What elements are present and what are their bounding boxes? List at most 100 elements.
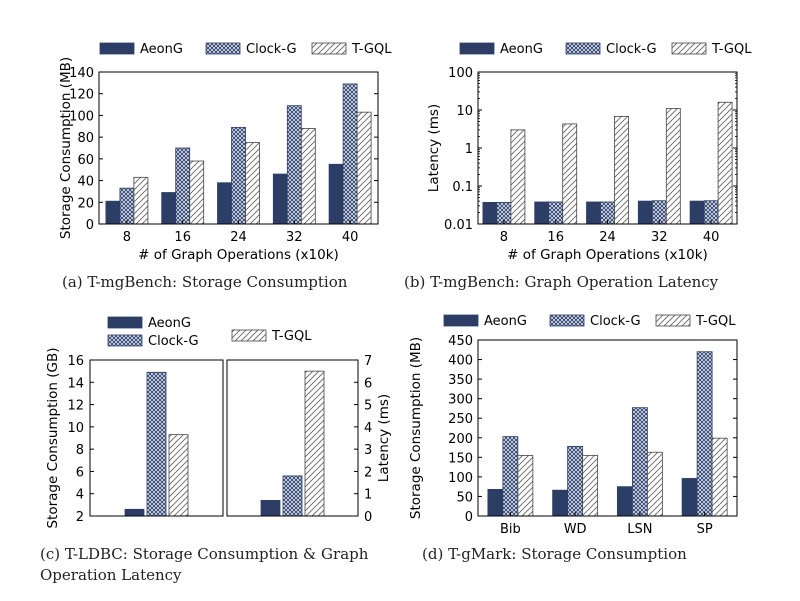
bar-clock-g-bib: [502, 436, 519, 517]
bar-t-gql-32: [300, 128, 316, 225]
y-tick-label-right: 5: [364, 399, 372, 414]
bar-aeong-lsn: [616, 486, 633, 517]
bar-t-gql-lsn: [646, 451, 663, 517]
bar-t-gql-8: [133, 176, 149, 225]
bar-aeong-40: [689, 200, 705, 225]
legend: AeonG Clock-G T-GQL: [99, 42, 392, 57]
legend-label-t-gql: T-GQL: [271, 329, 312, 344]
bar-storage-aeong: [124, 508, 145, 517]
y-tick-label-left: 12: [67, 399, 84, 414]
y-tick-label: 0: [465, 510, 473, 525]
y-tick-label: 60: [77, 153, 94, 168]
y-tick-label: 100: [69, 109, 94, 124]
y-tick-label: 250: [448, 412, 473, 427]
y-tick-label-right: 6: [364, 376, 372, 391]
x-tick-label-32: 32: [286, 230, 303, 245]
legend-swatch-aeong: [459, 42, 495, 55]
bar-clock-g-40: [342, 83, 358, 225]
bar-aeong-32: [272, 173, 288, 225]
bar-t-gql-16: [562, 123, 578, 225]
x-tick-label-8: 8: [123, 230, 131, 245]
y-tick-label-left: 8: [76, 443, 84, 458]
legend-label-t-gql: T-GQL: [711, 42, 752, 57]
y-tick-label: 1: [465, 142, 473, 157]
bar-storage-t-gql: [168, 434, 189, 517]
legend-swatch-clock-g: [549, 314, 585, 327]
y-tick-label-right: 2: [364, 465, 372, 480]
bar-latency-clock-g: [282, 475, 303, 517]
bar-aeong-8: [482, 202, 498, 225]
caption-c-line1: (c) T-LDBC: Storage Consumption & Graph: [40, 545, 369, 563]
bar-latency-t-gql: [304, 370, 325, 517]
legend-label-clock-g: Clock-G: [590, 314, 641, 329]
bar-aeong-wd: [552, 489, 569, 517]
legend-swatch-clock-g: [107, 334, 143, 347]
bar-aeong-bib: [487, 489, 504, 517]
legend-swatch-t-gql: [671, 42, 707, 55]
bar-clock-g-32: [286, 105, 302, 225]
legend-swatch-aeong: [443, 314, 479, 327]
legend: AeonG Clock-G T-GQL: [443, 314, 736, 329]
plot-frame: [98, 71, 379, 225]
legend-swatch-t-gql: [311, 42, 347, 55]
chart-d: AeonG Clock-G T-GQL Bib WD LSN SP 0 50 100 150 200 2…: [408, 314, 738, 537]
legend: AeonG Clock-G T-GQL: [459, 42, 752, 57]
x-tick-label-bib: Bib: [500, 522, 521, 537]
bar-t-gql-wd: [582, 454, 599, 517]
legend-swatch-t-gql: [231, 329, 267, 342]
legend-label-aeong: AeonG: [484, 314, 527, 329]
y-tick-label: 10: [456, 104, 473, 119]
caption-c-line2: Operation Latency: [40, 566, 182, 584]
y-tick-label: 400: [448, 354, 473, 369]
y-tick-label: 200: [448, 432, 473, 447]
legend-label-clock-g: Clock-G: [246, 42, 297, 57]
y-axis-label-right: Latency (ms): [376, 394, 392, 482]
y-tick-label: 120: [69, 88, 94, 103]
bar-t-gql-40: [356, 111, 372, 225]
y-tick-label: 80: [77, 131, 94, 146]
caption-b: (b) T-mgBench: Graph Operation Latency: [404, 273, 719, 291]
y-tick-label: 350: [448, 373, 473, 388]
y-tick-label: 50: [456, 490, 473, 505]
y-tick-label-right: 4: [364, 421, 372, 436]
y-axis-label: Storage Consumption (MB): [408, 337, 424, 519]
legend-label-aeong: AeonG: [500, 42, 543, 57]
bar-aeong-sp: [681, 478, 698, 517]
y-tick-label: 0.1: [452, 180, 473, 195]
x-axis-label: # of Graph Operations (x10k): [138, 247, 339, 263]
bar-aeong-16: [161, 192, 177, 225]
x-tick-label-24: 24: [599, 230, 616, 245]
x-tick-label-40: 40: [342, 230, 359, 245]
legend-label-aeong: AeonG: [148, 316, 191, 331]
y-axis-label: Storage Consumption (MB): [58, 57, 74, 239]
chart-b: AeonG Clock-G T-GQL 8 16 24 32 40 0.01 0.1 1 10 100 #…: [426, 42, 752, 263]
x-tick-label-24: 24: [230, 230, 247, 245]
y-tick-label: 300: [448, 393, 473, 408]
bar-t-gql-16: [189, 160, 205, 225]
legend-swatch-clock-g: [205, 42, 241, 55]
y-tick-label-left: 10: [67, 421, 84, 436]
x-tick-label-16: 16: [174, 230, 191, 245]
bar-aeong-16: [534, 201, 550, 225]
x-tick-label-lsn: LSN: [627, 522, 652, 537]
bar-aeong-24: [586, 201, 601, 225]
bar-storage-clock-g: [146, 371, 167, 517]
x-tick-label-40: 40: [703, 230, 720, 245]
bar-t-gql-32: [665, 108, 681, 225]
bar-clock-g-24: [231, 126, 246, 225]
y-tick-label: 100: [448, 66, 473, 81]
legend-swatch-clock-g: [565, 42, 601, 55]
bar-clock-g-16: [175, 147, 191, 225]
bar-t-gql-bib: [517, 454, 534, 517]
bar-latency-aeong: [260, 499, 281, 517]
bar-clock-g-sp: [696, 351, 713, 517]
y-tick-label-left: 14: [67, 376, 84, 391]
bar-t-gql-40: [717, 101, 733, 225]
bar-aeong-40: [328, 163, 344, 225]
x-tick-label-16: 16: [547, 230, 564, 245]
bar-aeong-32: [637, 200, 653, 225]
y-tick-label: 100: [448, 471, 473, 486]
y-tick-label: 0.01: [444, 218, 473, 233]
y-tick-label: 140: [69, 66, 94, 81]
